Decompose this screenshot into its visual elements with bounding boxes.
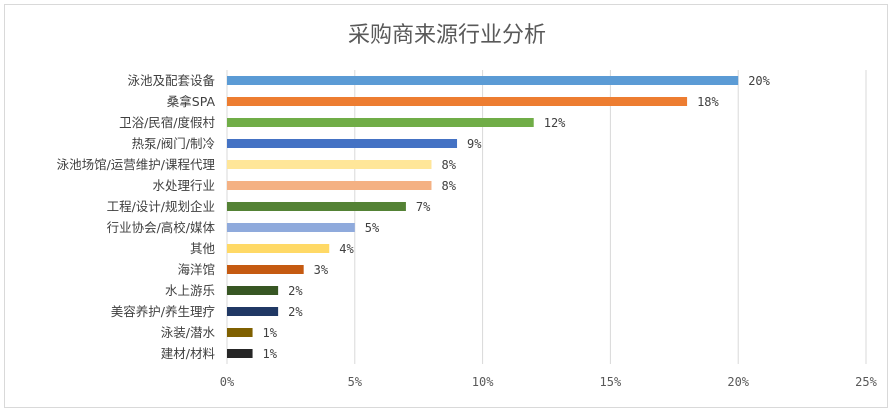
bar <box>227 349 253 358</box>
data-label: 4% <box>339 242 354 256</box>
data-label: 20% <box>748 74 770 88</box>
category-label: 海洋馆 <box>177 262 215 277</box>
category-label: 泳池及配套设备 <box>127 73 215 88</box>
data-label: 7% <box>416 200 431 214</box>
bar <box>227 181 432 190</box>
grid-layer <box>226 70 867 364</box>
category-label: 建材/材料 <box>161 346 216 361</box>
bar <box>227 244 330 253</box>
tick-layer: 0% 5% 10% 15% 20% 25% <box>220 375 878 389</box>
category-label: 其他 <box>190 241 216 256</box>
data-label: 1% <box>263 326 278 340</box>
bar <box>227 286 279 295</box>
bar <box>227 160 432 169</box>
bar <box>227 139 458 148</box>
category-label: 桑拿SPA <box>167 94 216 109</box>
data-label: 8% <box>441 158 456 172</box>
category-label: 泳池场馆/运营维护/课程代理 <box>57 157 216 172</box>
category-label: 美容养护/养生理疗 <box>111 304 215 319</box>
category-label: 水上游乐 <box>165 283 215 298</box>
data-label: 2% <box>288 284 303 298</box>
x-tick-label: 25% <box>855 375 877 389</box>
bar <box>227 76 739 85</box>
chart-title: 采购商来源行业分析 <box>348 23 546 48</box>
category-label: 工程/设计/规划企业 <box>107 199 215 214</box>
data-label: 1% <box>263 347 278 361</box>
x-tick-label: 15% <box>600 375 622 389</box>
category-label: 水处理行业 <box>152 178 215 193</box>
x-tick-label: 10% <box>472 375 494 389</box>
x-tick-label: 20% <box>727 375 749 389</box>
bar-layer <box>227 76 739 358</box>
bar <box>227 328 253 337</box>
bar <box>227 307 279 316</box>
data-label: 3% <box>314 263 329 277</box>
bar <box>227 202 406 211</box>
category-label: 卫浴/民宿/度假村 <box>119 115 215 130</box>
x-tick-label: 0% <box>220 375 235 389</box>
data-label: 5% <box>365 221 380 235</box>
bar <box>227 118 534 127</box>
data-label: 12% <box>544 116 566 130</box>
category-label: 行业协会/高校/媒体 <box>107 220 216 235</box>
x-tick-label: 5% <box>348 375 363 389</box>
bar <box>227 265 304 274</box>
category-label: 泳装/潜水 <box>161 325 216 340</box>
category-label: 热泵/阀门/制冷 <box>132 136 215 151</box>
data-label: 9% <box>467 137 482 151</box>
data-label: 18% <box>697 95 719 109</box>
data-label: 8% <box>441 179 456 193</box>
chart-frame <box>4 4 888 408</box>
bar <box>227 97 688 106</box>
data-label: 2% <box>288 305 303 319</box>
bar <box>227 223 355 232</box>
label-layer: 泳池及配套设备 20% 桑拿SPA 18% 卫浴/民宿/度假村 12% 热泵/阀门/制冷 9%… <box>57 73 771 361</box>
